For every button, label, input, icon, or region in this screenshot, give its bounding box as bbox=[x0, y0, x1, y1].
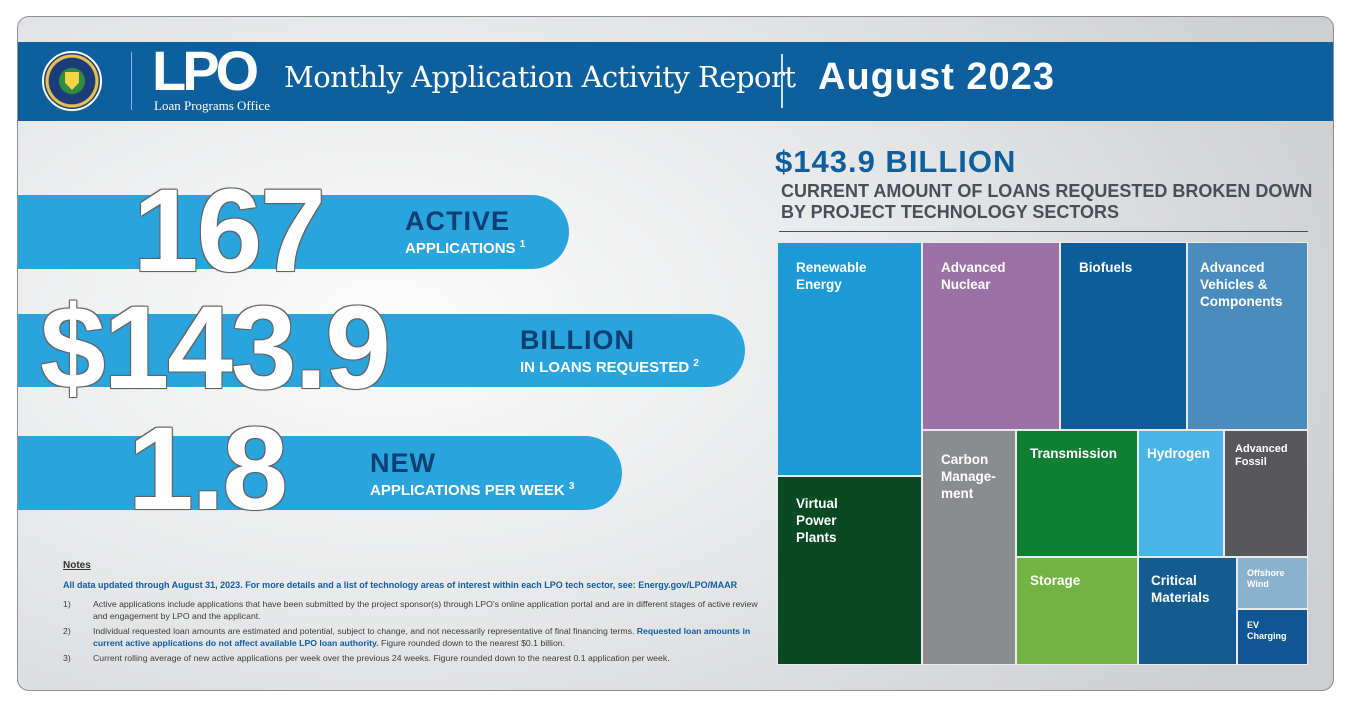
report-card: LPO Loan Programs Office Monthly Applica… bbox=[17, 16, 1334, 691]
notes-lead: All data updated through August 31, 2023… bbox=[63, 580, 738, 590]
stat-label-new: NEW bbox=[370, 448, 436, 478]
note-item: 3) Current rolling average of new active… bbox=[63, 653, 670, 663]
stat-band-billion bbox=[18, 314, 745, 387]
stat-number-active: 167 bbox=[133, 165, 326, 297]
tile-transmission: Transmission bbox=[1016, 430, 1138, 557]
tile-critical-materials: Critical Materials bbox=[1138, 557, 1237, 665]
tile-offshore-wind: Offshore Wind bbox=[1237, 557, 1308, 609]
tile-storage: Storage bbox=[1016, 557, 1138, 665]
header-divider bbox=[781, 54, 783, 108]
stat-label-active: ACTIVE bbox=[405, 206, 511, 236]
stat-sublabel-new: APPLICATIONS PER WEEK 3 bbox=[370, 481, 575, 499]
tile-carbon-management: Carbon Manage-ment bbox=[922, 430, 1016, 665]
tile-virtual-power-plants: Virtual Power Plants bbox=[777, 476, 922, 665]
tile-advanced-nuclear: Advanced Nuclear bbox=[922, 242, 1060, 430]
stat-sublabel-active: APPLICATIONS 1 bbox=[405, 239, 526, 257]
divider-line bbox=[779, 231, 1308, 232]
tile-hydrogen: Hydrogen bbox=[1138, 430, 1224, 557]
treemap-amount: $143.9 BILLION bbox=[775, 144, 1017, 179]
note-item: 1) Active applications include applicati… bbox=[63, 599, 758, 621]
notes-list: 1) Active applications include applicati… bbox=[63, 598, 773, 664]
stat-sublabel-billion: IN LOANS REQUESTED 2 bbox=[520, 358, 699, 376]
note-highlight: Requested loan amounts in current active… bbox=[93, 626, 751, 648]
tile-renewable-energy: Renewable Energy bbox=[777, 242, 922, 476]
header-divider bbox=[131, 52, 132, 110]
tile-advanced-vehicles: Advanced Vehicles & Components bbox=[1187, 242, 1308, 430]
lpo-logo-subtitle: Loan Programs Office bbox=[154, 98, 271, 113]
doe-seal-icon bbox=[42, 51, 102, 111]
note-item: 2) Individual requested loan amounts are… bbox=[63, 626, 751, 648]
treemap-caption: CURRENT AMOUNT OF LOANS REQUESTED BROKEN… bbox=[781, 181, 1313, 222]
lpo-logo: LPO Loan Programs Office bbox=[152, 43, 270, 114]
eagle-shield-icon bbox=[65, 72, 79, 90]
header-bar: LPO Loan Programs Office Monthly Applica… bbox=[18, 42, 1333, 121]
lpo-logo-text: LPO bbox=[152, 39, 259, 102]
footnote-marker: 3 bbox=[568, 481, 575, 492]
stat-band-new bbox=[18, 436, 622, 510]
footnote-marker: 1 bbox=[519, 239, 526, 250]
notes-title: Notes bbox=[63, 560, 91, 571]
notes-section: Notes All data updated through August 31… bbox=[63, 560, 773, 667]
stat-number-new: 1.8 bbox=[128, 403, 288, 535]
maar-link[interactable]: Energy.gov/LPO/MAAR bbox=[638, 580, 738, 590]
tile-ev-charging: EV Charging bbox=[1237, 609, 1308, 665]
footnote-marker: 2 bbox=[693, 358, 699, 369]
stat-number-billion: $143.9 bbox=[40, 282, 391, 414]
stat-band-active bbox=[18, 195, 569, 269]
report-date: August 2023 bbox=[818, 56, 1055, 98]
stat-label-billion: BILLION bbox=[520, 325, 635, 355]
report-title: Monthly Application Activity Report bbox=[284, 60, 796, 94]
tile-biofuels: Biofuels bbox=[1060, 242, 1187, 430]
sector-treemap: Renewable Energy Advanced Nuclear Biofue… bbox=[777, 242, 1308, 665]
tile-advanced-fossil: Advanced Fossil bbox=[1224, 430, 1308, 557]
